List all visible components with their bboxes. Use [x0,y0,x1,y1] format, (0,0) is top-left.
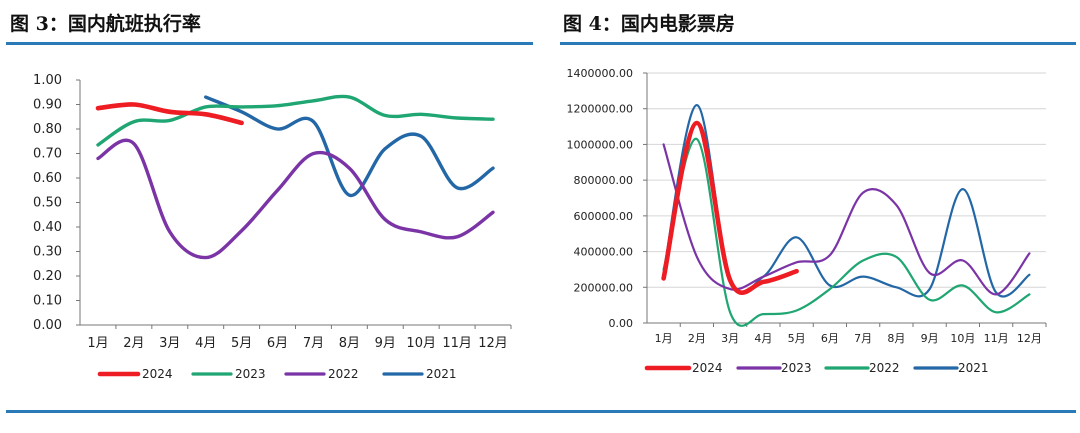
x-tick-label: 8月 [339,336,360,351]
series-line-2024 [661,120,799,295]
series-line-2023 [96,94,495,147]
legend-label-2024: 2024 [142,367,173,381]
y-tick-label: 200000.00 [574,281,634,294]
y-tick-label: 400000.00 [574,246,634,259]
figure-4-header-rule [560,42,1076,45]
series-line-2021 [204,95,495,197]
series-line-2023 [662,143,1031,296]
x-tick-label: 6月 [821,332,839,345]
legend-label-2022: 2022 [328,367,359,381]
chart-3: 0.00 0.10 0.20 0.30 0.40 0.50 0.60 0.70 0.80 0.90… [33,73,512,381]
x-tick-label: 4月 [754,332,772,345]
chart-4: 0.00 200000.00 400000.00 600000.00 800000.00… [567,67,1047,375]
y-tick-label: 0.10 [33,294,62,309]
y-tick-label: 1200000.00 [567,103,633,116]
figure-3-title: 图 3：国内航班执行率 [10,13,201,35]
series-line-2021 [662,103,1031,298]
x-tick-label: 11月 [984,332,1009,345]
x-tick-label: 7月 [854,332,872,345]
y-tick-label: 0.00 [609,317,634,330]
y-tick-label: 1400000.00 [567,67,633,80]
x-tick-label: 6月 [267,336,288,351]
x-tick-label: 5月 [231,336,252,351]
y-tick-label: 0.70 [33,147,62,162]
legend-label-2023: 2023 [235,367,266,381]
y-tick-label: 600000.00 [574,210,634,223]
x-tick-label: 10月 [950,332,975,345]
x-tick-label: 9月 [921,332,939,345]
y-tick-label: 0.80 [33,122,62,137]
figure-3-header-rule [6,42,533,45]
footer-rule [6,410,1076,413]
x-tick-label: 12月 [1017,332,1042,345]
y-tick-label: 0.40 [33,220,62,235]
x-tick-label: 1月 [87,336,108,351]
y-tick-label: 800000.00 [574,174,634,187]
y-tick-label: 0.30 [33,245,62,260]
y-tick-label: 0.20 [33,269,62,284]
y-tick-label: 1000000.00 [567,138,633,151]
x-tick-label: 3月 [721,332,739,345]
x-tick-label: 7月 [303,336,324,351]
x-tick-label: 2月 [123,336,144,351]
legend-label-2021: 2021 [958,361,989,375]
series-line-2022 [662,137,1031,327]
x-tick-label: 4月 [195,336,216,351]
x-tick-label: 10月 [406,336,436,351]
y-tick-label: 0.90 [33,98,62,113]
legend-label-2024: 2024 [692,361,723,375]
legend-label-2021: 2021 [426,367,457,381]
x-tick-label: 9月 [375,336,396,351]
x-tick-label: 5月 [788,332,806,345]
x-tick-label: 12月 [478,336,508,351]
legend-label-2022: 2022 [869,361,900,375]
y-tick-label: 0.60 [33,171,62,186]
y-tick-label: 1.00 [33,73,62,88]
x-tick-label: 2月 [688,332,706,345]
figure-4-title: 图 4：国内电影票房 [563,13,735,35]
x-tick-label: 3月 [159,336,180,351]
y-tick-label: 0.00 [33,318,62,333]
x-tick-label: 8月 [887,332,905,345]
series-line-2022 [96,138,495,260]
series-line-2024 [95,102,244,126]
x-tick-label: 11月 [442,336,472,351]
y-tick-label: 0.50 [33,196,62,211]
x-tick-label: 1月 [655,332,673,345]
legend-label-2023: 2023 [781,361,812,375]
